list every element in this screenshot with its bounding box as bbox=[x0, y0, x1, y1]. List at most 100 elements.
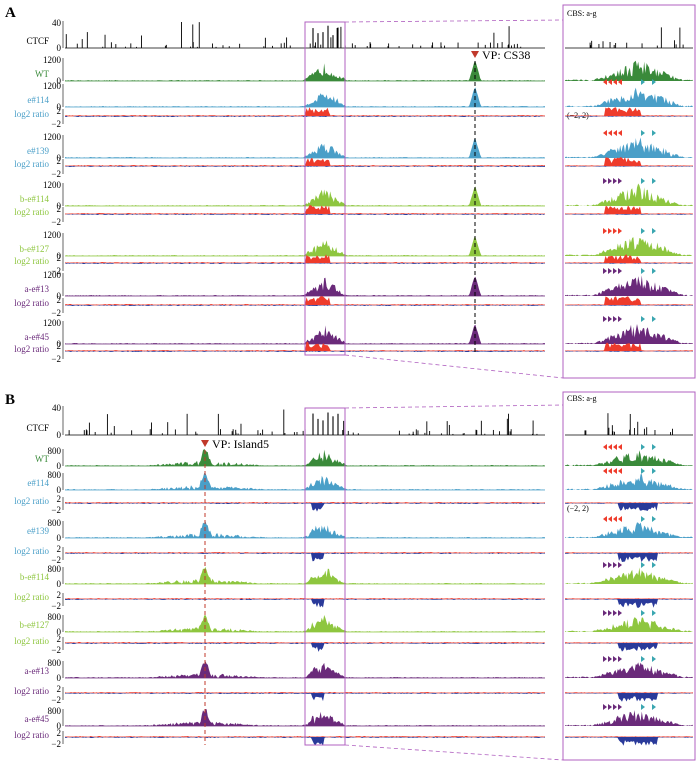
cbs-arrow-icon bbox=[603, 444, 607, 450]
cbs-arrow-icon bbox=[613, 130, 617, 136]
y-tick-label: −2 bbox=[51, 505, 61, 515]
cbs-arrow-icon bbox=[618, 228, 622, 234]
zoom-coverage-area bbox=[565, 237, 693, 256]
zoom-ratio-negative bbox=[565, 553, 693, 563]
zoom-coverage-area bbox=[565, 474, 693, 490]
cbs-arrow-icon bbox=[652, 316, 656, 322]
ratio-positive bbox=[65, 502, 545, 503]
y-tick-label: 800 bbox=[48, 564, 62, 574]
y-tick-label: 2 bbox=[57, 494, 62, 504]
cbs-arrow-icon bbox=[608, 178, 612, 184]
y-tick-label: 2 bbox=[57, 544, 62, 554]
y-tick-label: 0 bbox=[57, 76, 62, 86]
y-tick-label: 1200 bbox=[43, 270, 62, 280]
y-tick-label: −2 bbox=[51, 739, 61, 749]
zoom-ratio-negative bbox=[565, 643, 693, 652]
track-label: e#114 bbox=[27, 95, 49, 105]
cbs-arrow-icon bbox=[603, 228, 607, 234]
y-tick-label: 40 bbox=[52, 403, 62, 413]
cbs-arrow-icon bbox=[613, 268, 617, 274]
cbs-arrow-icon bbox=[652, 130, 656, 136]
cbs-arrow-icon bbox=[652, 178, 656, 184]
cbs-arrow-icon bbox=[652, 704, 656, 710]
cbs-arrow-icon bbox=[613, 516, 617, 522]
zoom-ratio-negative bbox=[565, 503, 693, 511]
cbs-arrow-icon bbox=[618, 516, 622, 522]
cbs-arrow-icon bbox=[608, 444, 612, 450]
y-tick-label: 2 bbox=[57, 728, 62, 738]
viewpoint-label: VP: Island5 bbox=[212, 437, 269, 451]
y-tick-label: 0 bbox=[57, 339, 62, 349]
cbs-arrow-icon bbox=[641, 130, 645, 136]
track-label: b-e#114 bbox=[20, 194, 50, 204]
track-label: a-e#45 bbox=[25, 714, 50, 724]
y-tick-label: 2 bbox=[57, 253, 62, 263]
track-label: log2 ratio bbox=[14, 592, 49, 602]
zoom-connector bbox=[344, 404, 564, 409]
y-tick-label: −2 bbox=[51, 645, 61, 655]
y-tick-label: 0 bbox=[57, 291, 62, 301]
track-label: log2 ratio bbox=[14, 298, 49, 308]
zoom-coverage-area bbox=[565, 710, 693, 726]
y-tick-label: −2 bbox=[51, 308, 61, 318]
zoom-coverage-area bbox=[565, 87, 693, 107]
zoom-ratio-negative bbox=[565, 166, 693, 167]
y-tick-label: 2 bbox=[57, 156, 62, 166]
y-tick-label: 0 bbox=[57, 673, 62, 683]
cbs-arrow-icon bbox=[603, 704, 607, 710]
track-label: b-e#114 bbox=[20, 572, 50, 582]
y-tick-label: 0 bbox=[57, 627, 62, 637]
cbs-arrow-icon bbox=[618, 562, 622, 568]
zoom-ratio-positive bbox=[565, 642, 693, 643]
zoom-ratio-positive bbox=[565, 107, 693, 116]
y-tick-label: 0 bbox=[57, 461, 62, 471]
cbs-arrow-icon bbox=[608, 468, 612, 474]
y-tick-label: 800 bbox=[48, 446, 62, 456]
cbs-label: CBS: a-g bbox=[567, 9, 597, 18]
cbs-arrow-icon bbox=[613, 656, 617, 662]
cbs-label: CBS: a-g bbox=[567, 394, 597, 403]
zoom-panel bbox=[562, 4, 696, 379]
cbs-arrow-icon bbox=[618, 468, 622, 474]
track-label: b-e#127 bbox=[20, 244, 50, 254]
viewpoint-label: VP: CS38 bbox=[482, 48, 530, 62]
y-tick-label: 2 bbox=[57, 106, 62, 116]
cbs-arrow-icon bbox=[652, 268, 656, 274]
track-label: a-e#45 bbox=[25, 332, 50, 342]
y-tick-label: −2 bbox=[51, 695, 61, 705]
cbs-arrow-icon bbox=[641, 562, 645, 568]
cbs-arrow-icon bbox=[641, 444, 645, 450]
zoom-connector bbox=[344, 354, 564, 379]
zoom-ratio-negative bbox=[565, 116, 693, 117]
track-label: log2 ratio bbox=[14, 109, 49, 119]
track-label: e#114 bbox=[27, 478, 49, 488]
track-label: e#139 bbox=[27, 146, 49, 156]
cbs-arrow-icon bbox=[618, 316, 622, 322]
zoom-coverage-area bbox=[565, 183, 693, 206]
cbs-arrow-icon bbox=[641, 656, 645, 662]
track-label: b-e#127 bbox=[20, 620, 50, 630]
cbs-arrow-icon bbox=[618, 656, 622, 662]
y-tick-label: −2 bbox=[51, 354, 61, 364]
cbs-arrow-icon bbox=[603, 178, 607, 184]
cbs-arrow-icon bbox=[641, 79, 645, 85]
zoom-ratio-positive bbox=[565, 736, 693, 737]
cbs-arrow-icon bbox=[603, 562, 607, 568]
cbs-arrow-icon bbox=[618, 610, 622, 616]
y-tick-label: 0 bbox=[57, 430, 62, 440]
cbs-arrow-icon bbox=[618, 79, 622, 85]
cbs-arrow-icon bbox=[618, 444, 622, 450]
zoom-ratio-negative bbox=[565, 599, 693, 608]
zoom-panel bbox=[562, 391, 696, 761]
panel-letter: A bbox=[5, 5, 16, 21]
track-label: a-e#13 bbox=[25, 666, 50, 676]
cbs-arrow-icon bbox=[641, 704, 645, 710]
cbs-arrow-icon bbox=[603, 79, 607, 85]
cbs-arrow-icon bbox=[603, 316, 607, 322]
zoom-ratio-negative bbox=[565, 351, 693, 352]
track-label: log2 ratio bbox=[14, 159, 49, 169]
cbs-arrow-icon bbox=[641, 268, 645, 274]
y-tick-label: 0 bbox=[57, 153, 62, 163]
cbs-arrow-icon bbox=[603, 268, 607, 274]
region-box bbox=[304, 407, 346, 746]
